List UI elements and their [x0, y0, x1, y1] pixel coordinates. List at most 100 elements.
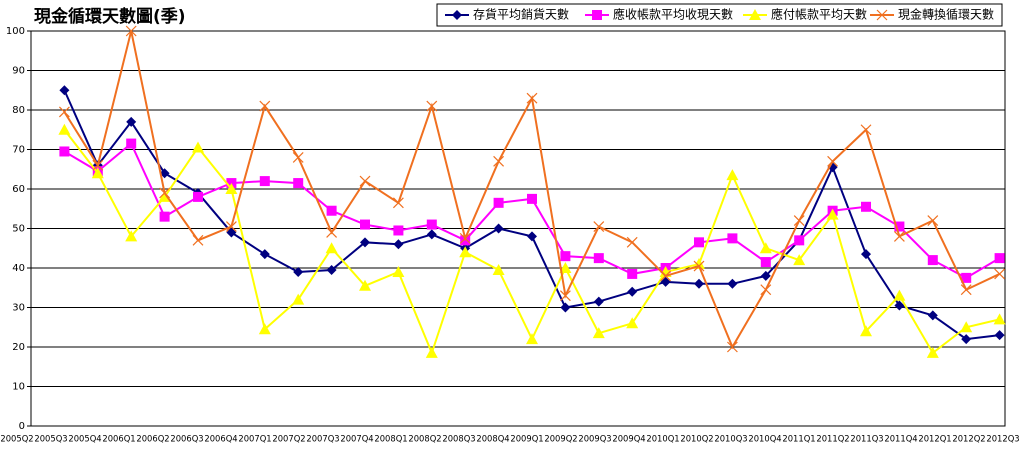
- y-tick-label: 60: [12, 184, 25, 195]
- marker: [126, 116, 137, 127]
- y-tick-label: 0: [19, 421, 25, 432]
- marker: [293, 178, 304, 189]
- marker: [627, 286, 638, 297]
- marker: [459, 246, 472, 258]
- legend-label: 現金轉換循環天數: [898, 7, 994, 22]
- marker: [560, 302, 571, 313]
- legend-marker: [452, 10, 462, 20]
- marker: [961, 272, 972, 283]
- marker: [526, 333, 538, 345]
- marker: [726, 341, 738, 353]
- marker: [126, 138, 137, 149]
- y-tick-label: 100: [6, 26, 25, 37]
- marker: [994, 268, 1006, 280]
- marker: [759, 242, 772, 254]
- marker: [493, 197, 504, 208]
- x-tick-label: 2012Q1: [918, 434, 951, 444]
- marker: [259, 176, 270, 187]
- marker: [560, 251, 571, 262]
- marker: [527, 231, 537, 242]
- marker: [960, 321, 973, 333]
- legend-label: 存貨平均銷貨天數: [473, 7, 569, 22]
- marker: [994, 330, 1005, 341]
- marker: [325, 242, 338, 254]
- marker: [694, 237, 704, 248]
- marker: [660, 270, 672, 282]
- x-tick-label: 2011Q3: [850, 434, 883, 444]
- marker: [760, 257, 771, 268]
- marker: [861, 201, 871, 212]
- marker: [860, 124, 872, 136]
- marker: [426, 229, 437, 240]
- marker: [459, 232, 471, 244]
- marker: [359, 175, 371, 187]
- marker: [259, 249, 270, 260]
- y-tick-label: 90: [12, 66, 25, 77]
- marker: [927, 255, 938, 266]
- marker: [59, 85, 70, 96]
- marker: [59, 146, 70, 157]
- legend-marker: [876, 9, 888, 21]
- marker: [727, 278, 738, 289]
- marker: [393, 225, 404, 236]
- marker: [58, 123, 71, 135]
- marker: [326, 205, 337, 216]
- legend-box: [436, 3, 1003, 27]
- marker: [392, 265, 405, 277]
- marker: [861, 249, 871, 260]
- x-tick-label: 2008Q4: [476, 434, 509, 444]
- marker: [426, 219, 437, 230]
- marker: [626, 236, 638, 248]
- x-tick-label: 2006Q4: [204, 434, 237, 444]
- x-tick-label: 2009Q3: [578, 434, 611, 444]
- marker: [660, 276, 671, 287]
- x-tick-label: 2010Q1: [646, 434, 679, 444]
- marker: [492, 263, 505, 275]
- x-tick-label: 2010Q4: [748, 434, 781, 444]
- marker: [258, 323, 271, 335]
- marker: [292, 151, 304, 163]
- legend-marker: [749, 9, 761, 20]
- marker: [292, 293, 305, 305]
- x-tick-label: 2005Q2: [0, 434, 33, 444]
- y-tick-label: 70: [12, 145, 25, 156]
- marker: [960, 284, 972, 296]
- marker: [226, 227, 237, 238]
- x-tick-label: 2011Q2: [816, 434, 849, 444]
- x-tick-label: 2011Q4: [884, 434, 917, 444]
- marker: [159, 211, 170, 222]
- x-tick-label: 2005Q3: [34, 434, 67, 444]
- legend-label: 應收帳款平均收現天數: [613, 7, 733, 22]
- marker: [593, 296, 604, 307]
- marker: [793, 215, 805, 227]
- marker: [326, 264, 337, 275]
- marker: [626, 317, 639, 329]
- marker: [627, 268, 638, 279]
- marker: [360, 219, 370, 230]
- marker: [493, 155, 505, 167]
- marker: [693, 260, 705, 272]
- marker: [893, 230, 905, 242]
- marker: [993, 313, 1006, 325]
- marker: [894, 221, 905, 232]
- x-tick-label: 2005Q4: [68, 434, 101, 444]
- marker: [793, 254, 806, 266]
- x-tick-label: 2012Q3: [986, 434, 1019, 444]
- marker: [994, 253, 1005, 264]
- marker: [893, 289, 906, 301]
- marker: [961, 334, 972, 345]
- y-tick-label: 80: [12, 105, 25, 116]
- marker: [326, 227, 338, 238]
- marker: [225, 221, 237, 232]
- marker: [527, 193, 537, 204]
- x-tick-label: 2008Q3: [442, 434, 475, 444]
- x-tick-label: 2009Q4: [612, 434, 645, 444]
- x-tick-label: 2007Q4: [340, 434, 373, 444]
- marker: [826, 208, 839, 220]
- x-tick-label: 2007Q3: [306, 434, 339, 444]
- marker: [760, 270, 771, 281]
- x-tick-label: 2006Q1: [102, 434, 135, 444]
- marker: [559, 290, 571, 302]
- marker: [860, 325, 872, 337]
- marker: [192, 141, 204, 153]
